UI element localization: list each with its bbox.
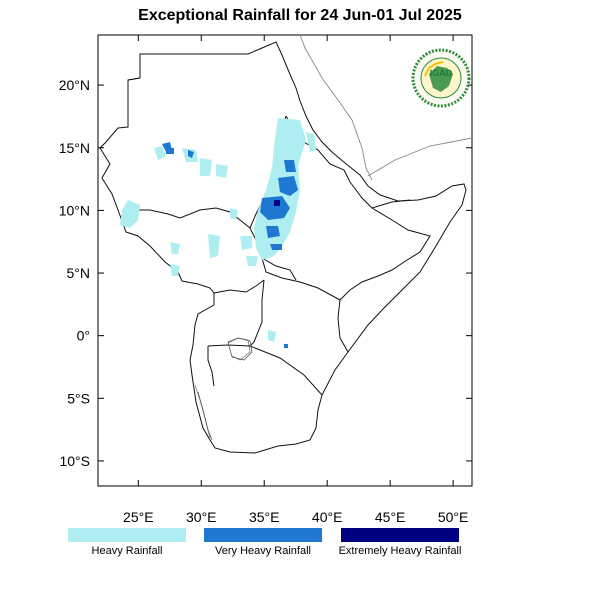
- legend-label: Heavy Rainfall: [91, 545, 163, 557]
- lat-tick-label: 15°N: [59, 140, 90, 156]
- lat-tick-label: 5°N: [67, 265, 91, 281]
- lakes: [197, 337, 253, 441]
- map-title: Exceptional Rainfall for 24 Jun-01 Jul 2…: [138, 7, 462, 24]
- longitude-axis: 25°E 30°E 35°E 40°E 45°E 50°E: [123, 35, 468, 525]
- lon-tick-label: 40°E: [312, 509, 343, 525]
- legend-swatch: [68, 528, 186, 542]
- lat-tick-label: 0°: [77, 328, 90, 344]
- legend-label: Extremely Heavy Rainfall: [338, 545, 462, 557]
- latitude-axis: 20°N 15°N 10°N 5°N 0° 5°S 10°S: [59, 77, 472, 469]
- igad-logo: IGAD: [411, 48, 471, 108]
- lon-tick-label: 50°E: [438, 509, 469, 525]
- lon-tick-label: 30°E: [186, 509, 217, 525]
- lat-tick-label: 5°S: [67, 390, 90, 406]
- heavy-rainfall-areas: [120, 118, 316, 342]
- lon-tick-label: 25°E: [123, 509, 154, 525]
- lat-tick-label: 20°N: [59, 77, 90, 93]
- igad-logo-sun-icon: [424, 61, 444, 77]
- igad-logo-text: IGAD: [430, 68, 453, 78]
- lat-tick-label: 10°N: [59, 202, 90, 218]
- lon-tick-label: 45°E: [375, 509, 406, 525]
- country-boundaries: [99, 41, 467, 454]
- extremely-heavy-rainfall-areas: [274, 200, 280, 206]
- lat-tick-label: 10°S: [59, 453, 90, 469]
- igad-logo-map-icon: [429, 66, 453, 92]
- map-frame: [97, 34, 473, 487]
- legend-swatch: [341, 528, 459, 542]
- very-heavy-rainfall-areas: [162, 142, 298, 348]
- lon-tick-label: 35°E: [249, 509, 280, 525]
- legend-label: Very Heavy Rainfall: [215, 545, 311, 557]
- legend-swatch: [204, 528, 322, 542]
